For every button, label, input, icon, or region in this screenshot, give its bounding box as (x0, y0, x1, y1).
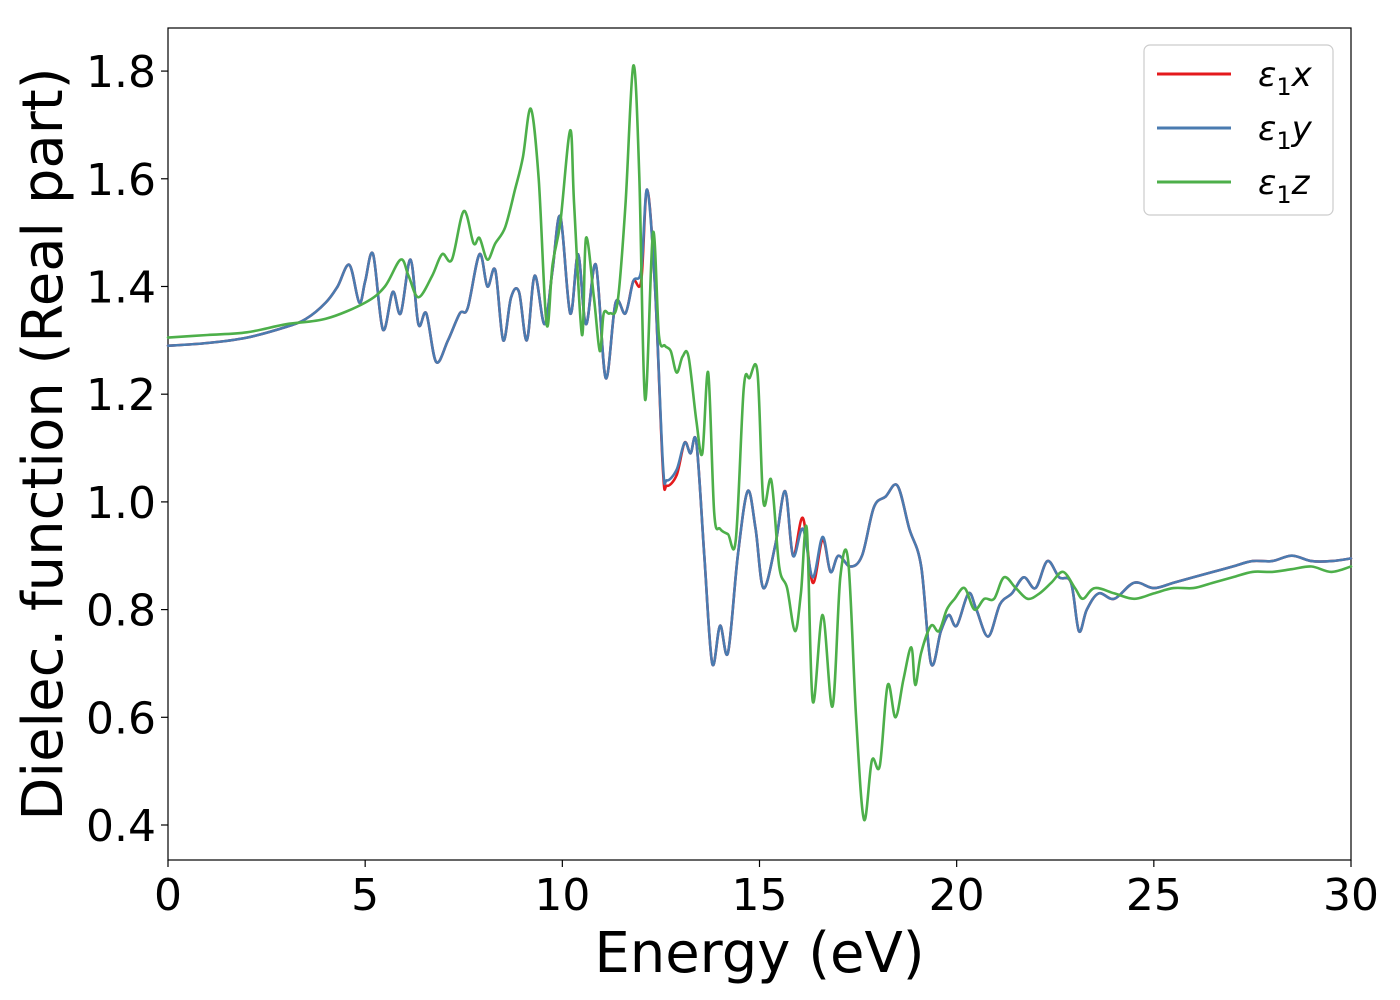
y-tick-label: 0.6 (86, 693, 156, 744)
legend-box (1143, 44, 1334, 216)
y-tick-label: 1.2 (86, 370, 156, 421)
legend-label-z: ε1z (1258, 163, 1311, 209)
y-tick-label: 1.8 (86, 47, 156, 98)
x-tick-label: 5 (351, 870, 379, 921)
x-axis-label: Energy (eV) (594, 921, 924, 986)
x-tick-label: 30 (1323, 870, 1379, 921)
legend: ε1x ε1y ε1z (1143, 44, 1334, 216)
series-layer (166, 64, 1353, 822)
legend-label-x: ε1x (1258, 55, 1313, 101)
y-tick-label: 1.6 (86, 155, 156, 206)
y-tick-label: 1.0 (86, 478, 156, 529)
y-tick-label: 1.4 (86, 262, 156, 313)
x-tick-label: 25 (1126, 870, 1182, 921)
series-line-z (166, 64, 1353, 822)
x-tick-label: 10 (534, 870, 590, 921)
y-tick-label: 0.8 (86, 586, 156, 637)
series-line-y (166, 188, 1353, 667)
x-tick-label: 20 (929, 870, 985, 921)
x-tick-label: 0 (154, 870, 182, 921)
legend-label-y: ε1y (1258, 109, 1313, 155)
y-axis-label: Dielec. function (Real part) (11, 67, 76, 820)
x-tick-label: 15 (732, 870, 788, 921)
y-tick-label: 0.4 (86, 801, 156, 852)
y-axis-ticks: 0.4 0.6 0.8 1.0 1.2 1.4 1.6 1.8 (86, 47, 168, 852)
x-axis-ticks: 0 5 10 15 20 25 30 (154, 860, 1379, 921)
